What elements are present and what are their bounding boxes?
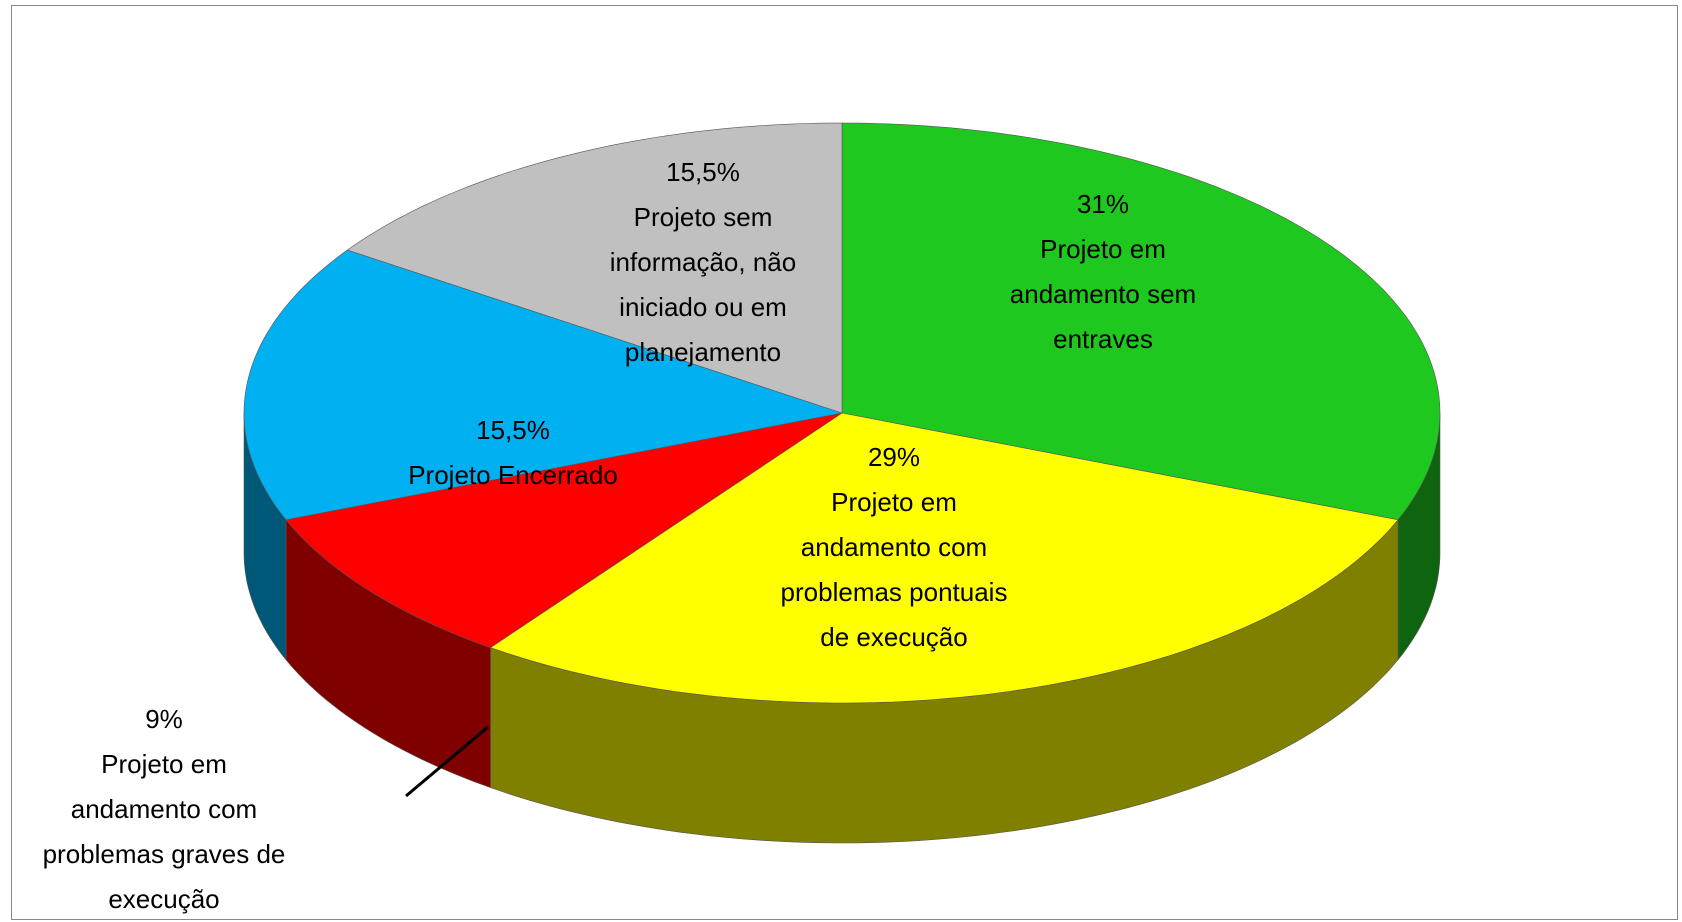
leader-line — [405, 725, 489, 798]
category-label: Projeto Encerrado — [408, 460, 618, 490]
slice — [243, 249, 844, 521]
value-label: 15,5% — [476, 415, 550, 445]
data-label: 29% Projeto em andamento com problemas po… — [781, 435, 1008, 660]
data-label: 15,5% Projeto sem informação, não iniciad… — [610, 150, 796, 375]
value-label: 9% — [145, 704, 183, 734]
value-label: 31% — [1076, 189, 1130, 219]
slice — [285, 412, 843, 648]
slice — [841, 122, 1441, 521]
value-label: 15,5% — [666, 157, 740, 187]
slice — [346, 122, 843, 414]
slice — [489, 412, 1399, 704]
category-label: Projeto sem informação, não iniciado ou … — [609, 202, 797, 367]
data-label: 31% Projeto em andamento sem entraves — [1010, 182, 1196, 362]
value-label: 29% — [867, 442, 921, 472]
category-label: Projeto em andamento com problemas pontu… — [780, 487, 1008, 652]
category-label: Projeto em andamento sem entraves — [1009, 234, 1197, 354]
category-label: Projeto em andamento com problemas grave… — [42, 749, 286, 914]
data-label: 9% Projeto em andamento com problemas gra… — [43, 697, 286, 922]
data-label: 15,5% Projeto Encerrado — [408, 408, 618, 498]
